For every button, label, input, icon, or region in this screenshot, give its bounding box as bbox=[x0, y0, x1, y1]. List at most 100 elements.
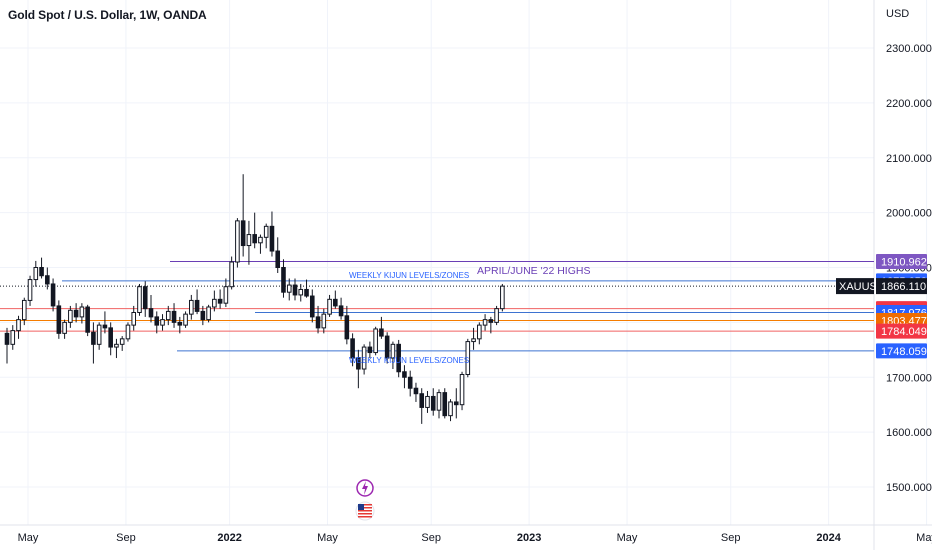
candle-body bbox=[39, 267, 44, 277]
lightning-icon-glyph bbox=[362, 481, 368, 495]
flag-stripe bbox=[358, 510, 372, 512]
candle-body bbox=[356, 357, 361, 370]
x-tick-label: May bbox=[18, 532, 39, 544]
candle-body bbox=[200, 310, 206, 321]
candle-body bbox=[50, 283, 56, 307]
candle-body bbox=[206, 306, 211, 321]
annotation-text: APRIL/JUNE '22 HIGHS bbox=[477, 265, 590, 277]
x-tick-label: May bbox=[317, 532, 338, 544]
candle-body bbox=[131, 311, 137, 326]
price-tag-label: 1784.049 bbox=[881, 326, 927, 338]
chart-title: Gold Spot / U.S. Dollar, 1W, OANDA bbox=[8, 8, 207, 22]
y-tick-label: 1700.000 bbox=[886, 372, 932, 384]
candle-body bbox=[212, 298, 217, 308]
candle-body bbox=[494, 308, 499, 323]
candle-body bbox=[125, 324, 131, 340]
candle-body bbox=[85, 306, 90, 333]
candle-body bbox=[407, 376, 413, 389]
candle-body bbox=[137, 286, 142, 313]
x-tick-label: May bbox=[916, 532, 932, 544]
candle-body bbox=[309, 295, 315, 318]
x-tick-label: May bbox=[617, 532, 638, 544]
candle-body bbox=[292, 284, 298, 296]
candle-body bbox=[91, 331, 96, 345]
candle-body bbox=[45, 275, 50, 285]
candle-body bbox=[373, 328, 378, 354]
candle-body bbox=[298, 288, 304, 296]
candle-body bbox=[275, 250, 281, 269]
candle-body bbox=[263, 225, 269, 238]
candle-body bbox=[379, 328, 384, 337]
candle-body bbox=[33, 267, 39, 281]
candle-body bbox=[4, 332, 10, 345]
candle-body bbox=[183, 313, 188, 326]
candle-body bbox=[402, 371, 407, 378]
candle-body bbox=[367, 346, 373, 354]
candle-body bbox=[477, 324, 482, 340]
candle-body bbox=[344, 315, 350, 340]
candle-body bbox=[396, 343, 401, 373]
candle-body bbox=[27, 279, 33, 301]
candle-body bbox=[315, 316, 321, 329]
candle-body bbox=[73, 309, 79, 318]
x-tick-label: 2022 bbox=[217, 532, 241, 544]
candle-body bbox=[56, 305, 62, 334]
candle-body bbox=[223, 286, 229, 304]
y-tick-label: 2100.000 bbox=[886, 153, 932, 165]
candle-body bbox=[119, 338, 125, 345]
y-tick-label: 1500.000 bbox=[886, 482, 932, 494]
candle-body bbox=[425, 395, 430, 408]
y-tick-label: 1600.000 bbox=[886, 427, 932, 439]
candle-body bbox=[10, 330, 16, 345]
price-tag bbox=[876, 343, 927, 359]
candle-body bbox=[177, 321, 183, 326]
candle-body bbox=[217, 298, 223, 304]
candle-body bbox=[482, 319, 488, 326]
candle-body bbox=[442, 392, 448, 417]
currency-label: USD bbox=[886, 8, 910, 20]
candle-body bbox=[114, 343, 119, 348]
y-tick-label: 2300.000 bbox=[886, 43, 932, 55]
candle-body bbox=[154, 316, 160, 326]
candle-body bbox=[413, 387, 419, 395]
y-tick-label: 2200.000 bbox=[886, 98, 932, 110]
candle-body bbox=[142, 286, 148, 310]
candle-body bbox=[258, 236, 263, 244]
candle-body bbox=[453, 401, 459, 406]
candle-body bbox=[286, 284, 292, 293]
x-tick-label: Sep bbox=[721, 532, 741, 544]
price-tag bbox=[876, 323, 927, 339]
candle-body bbox=[448, 401, 453, 417]
candle-body bbox=[471, 338, 476, 343]
candle-body bbox=[327, 298, 332, 315]
candle-body bbox=[240, 220, 246, 247]
candle-body bbox=[165, 310, 171, 321]
price-tag-label: 1748.059 bbox=[881, 346, 927, 358]
candle-body bbox=[96, 324, 102, 345]
last-price-tag bbox=[876, 278, 927, 295]
candle-body bbox=[79, 306, 85, 318]
candle-body bbox=[160, 319, 165, 326]
candle-body bbox=[62, 321, 67, 334]
candle-body bbox=[304, 288, 309, 297]
x-tick-label: 2024 bbox=[816, 532, 841, 544]
annotation-text: WEEKLY KIJUN LEVELS/ZONES bbox=[349, 356, 469, 365]
candle-body bbox=[252, 234, 257, 244]
candle-body bbox=[333, 298, 338, 307]
candle-body bbox=[108, 327, 113, 348]
candle-body bbox=[246, 234, 252, 247]
x-tick-label: Sep bbox=[421, 532, 441, 544]
candle-body bbox=[430, 395, 436, 411]
flag-stripe bbox=[358, 504, 372, 506]
x-tick-label: Sep bbox=[116, 532, 136, 544]
candle-body bbox=[194, 299, 200, 312]
candle-body bbox=[350, 338, 355, 359]
candle-body bbox=[390, 343, 396, 359]
last-price-label: 1866.110 bbox=[881, 281, 926, 293]
symbol-tag-label: XAUUSD bbox=[839, 281, 885, 293]
price-tag-label: 1910.962 bbox=[881, 256, 927, 268]
candle-body bbox=[235, 220, 240, 263]
candle-body bbox=[229, 261, 234, 288]
